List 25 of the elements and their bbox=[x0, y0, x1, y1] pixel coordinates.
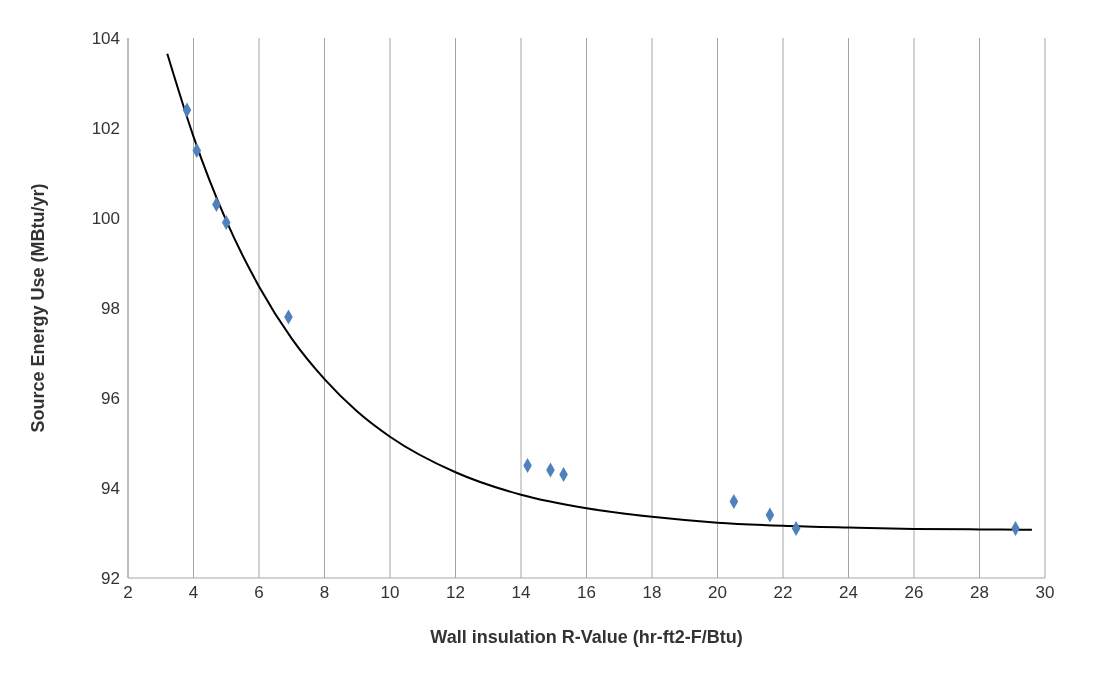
x-tick-label: 6 bbox=[254, 583, 264, 603]
x-tick-label: 28 bbox=[970, 583, 989, 603]
y-tick-label: 102 bbox=[91, 119, 120, 139]
x-tick-label: 22 bbox=[773, 583, 793, 603]
x-tick-label: 4 bbox=[188, 583, 199, 603]
x-tick-label: 20 bbox=[708, 583, 727, 603]
x-tick-label: 30 bbox=[1035, 583, 1055, 603]
y-tick-label: 98 bbox=[101, 299, 120, 319]
x-tick-label: 8 bbox=[319, 583, 330, 603]
x-tick-label: 26 bbox=[904, 583, 924, 603]
y-tick-label: 94 bbox=[101, 479, 120, 499]
y-tick-label: 92 bbox=[101, 569, 120, 589]
y-axis-title: Source Energy Use (MBtu/yr) bbox=[28, 183, 49, 433]
line-series bbox=[166, 52, 1033, 531]
x-tick-label: 2 bbox=[123, 583, 133, 603]
y-tick-label: 100 bbox=[91, 209, 120, 229]
x-axis-title: Wall insulation R-Value (hr-ft2-F/Btu) bbox=[430, 627, 743, 647]
x-tick-label: 14 bbox=[511, 583, 531, 603]
y-tick-label: 104 bbox=[91, 29, 120, 49]
x-tick-label: 10 bbox=[380, 583, 400, 603]
x-tick-label: 12 bbox=[446, 583, 465, 603]
x-tick-label: 24 bbox=[839, 583, 858, 603]
y-tick-label: 96 bbox=[101, 389, 120, 409]
x-tick-label: 18 bbox=[642, 583, 662, 603]
x-tick-label: 16 bbox=[577, 583, 596, 603]
